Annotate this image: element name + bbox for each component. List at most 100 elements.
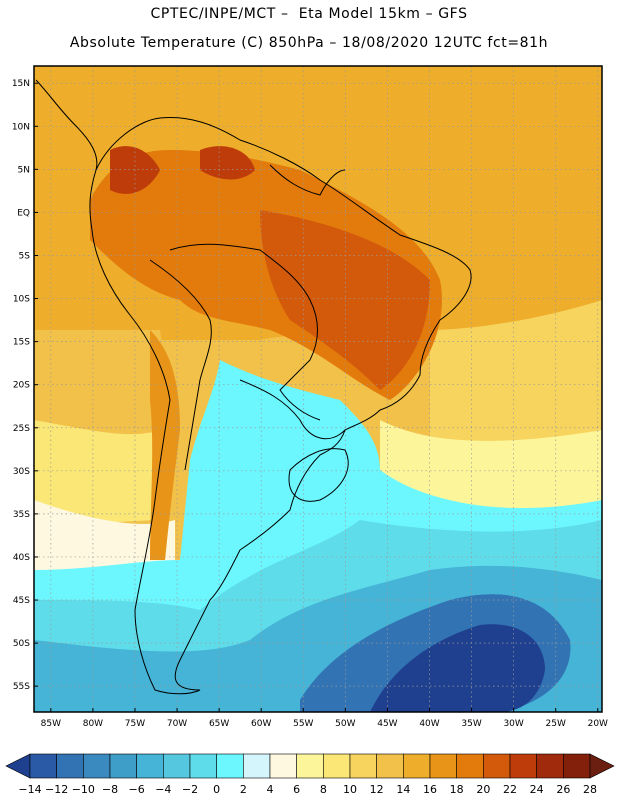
colorbar-swatch xyxy=(509,753,537,779)
field-pacific-pale xyxy=(34,420,165,523)
colorbar-swatch xyxy=(403,753,431,779)
colorbar-swatch xyxy=(83,753,111,779)
colorbar-labels: −14 −12 −10 −8 −6 −4 −2 0 2 4 6 8 10 12 14 16 18 20 22 24 26… xyxy=(18,783,597,796)
colorbar-swatch xyxy=(56,753,84,779)
map-subtitle: Absolute Temperature (C) 850hPa – 18/08/… xyxy=(69,35,549,51)
colorbar-label: 20 xyxy=(476,783,490,796)
colorbar-label: 12 xyxy=(370,783,384,796)
colorbar-label: 8 xyxy=(320,783,327,796)
colorbar-label: 2 xyxy=(240,783,247,796)
border-brazil xyxy=(169,243,321,421)
colorbar-swatch xyxy=(483,753,511,779)
longitude-label: 35W xyxy=(461,719,481,729)
longitude-label: 45W xyxy=(377,719,397,729)
colorbar-label: −4 xyxy=(155,783,171,796)
field-venezuela-peak xyxy=(200,146,255,180)
longitude-label: 65W xyxy=(209,719,229,729)
map-title: CPTEC/INPE/MCT – Eta Model 15km – GFS xyxy=(150,6,468,22)
colorbar-swatch xyxy=(429,753,457,779)
colorbar-swatches xyxy=(5,753,615,779)
latitude-label: 50S xyxy=(13,639,30,649)
latitude-label: 45S xyxy=(13,596,30,606)
colorbar-swatch xyxy=(216,753,244,779)
central-america-outline xyxy=(35,79,98,171)
longitude-labels: 85W 80W 75W 70W 65W 60W 55W 50W 45W 40W 35W 30W 25W 2… xyxy=(41,719,608,729)
colorbar-swatch xyxy=(29,753,57,779)
latitude-label: 5S xyxy=(19,251,31,261)
latitude-label: 40S xyxy=(13,553,30,563)
temperature-map: 15N 10N 5N EQ 5S 10S 15S 20S 25S 30S 35S 40S 45S 50S 5… xyxy=(12,65,608,729)
field-atlantic-yellow xyxy=(430,300,602,449)
field-andes-ridge xyxy=(150,330,180,560)
latitude-label: 5N xyxy=(18,165,30,175)
colorbar-swatch xyxy=(163,753,191,779)
colorbar-label: −10 xyxy=(72,783,95,796)
field-pacific-white xyxy=(34,500,175,570)
latitude-label: 30S xyxy=(13,467,30,477)
colorbar-label: −2 xyxy=(182,783,198,796)
colorbar-label: 22 xyxy=(503,783,517,796)
colorbar-label: −8 xyxy=(102,783,118,796)
field-atlantic-pale xyxy=(380,420,602,515)
map-frame xyxy=(33,65,603,713)
colorbar-swatch xyxy=(323,753,351,779)
colorbar-label: 4 xyxy=(267,783,274,796)
latitude-label: 20S xyxy=(13,381,30,391)
colorbar-label: −12 xyxy=(45,783,68,796)
latitude-label: 10N xyxy=(12,122,30,132)
axis-ticks xyxy=(34,82,599,712)
field-cold-core xyxy=(370,624,545,712)
coastlines xyxy=(35,79,472,695)
latitude-labels: 15N 10N 5N EQ 5S 10S 15S 20S 25S 30S 35S 40S 45S 50S 5… xyxy=(12,79,30,692)
longitude-label: 40W xyxy=(419,719,439,729)
longitude-label: 75W xyxy=(125,719,145,729)
border-paraguay xyxy=(239,379,346,440)
longitude-label: 60W xyxy=(251,719,271,729)
south-america-outline xyxy=(89,116,472,695)
colorbar-label: 26 xyxy=(556,783,570,796)
colorbar-min-arrow xyxy=(5,753,31,779)
latitude-label: 35S xyxy=(13,510,30,520)
latitude-label: 10S xyxy=(13,295,30,305)
colorbar-label: 0 xyxy=(213,783,220,796)
longitude-label: 25W xyxy=(546,719,566,729)
colorbar-swatch xyxy=(536,753,564,779)
longitude-label: 30W xyxy=(503,719,523,729)
colorbar-label: 14 xyxy=(396,783,410,796)
colorbar-max-arrow xyxy=(589,753,615,779)
colorbar-label: 16 xyxy=(423,783,437,796)
border-uruguay xyxy=(288,448,349,502)
longitude-label: 70W xyxy=(167,719,187,729)
colorbar-label: 18 xyxy=(450,783,464,796)
border-guianas xyxy=(269,164,346,196)
colorbar-swatch xyxy=(296,753,324,779)
colorbar-label: 24 xyxy=(530,783,544,796)
longitude-label: 85W xyxy=(41,719,61,729)
colorbar-swatch xyxy=(109,753,137,779)
longitude-label: 50W xyxy=(335,719,355,729)
colorbar-label: −14 xyxy=(18,783,41,796)
temperature-field xyxy=(34,66,602,712)
longitude-label: 20W xyxy=(588,719,608,729)
colorbar-swatch xyxy=(563,753,591,779)
latitude-label: 55S xyxy=(13,682,30,692)
latitude-label: 25S xyxy=(13,424,30,434)
colorbar-swatch xyxy=(376,753,404,779)
longitude-label: 55W xyxy=(293,719,313,729)
colorbar-swatch xyxy=(189,753,217,779)
latitude-label: 15N xyxy=(12,79,30,89)
colorbar-label: 28 xyxy=(583,783,597,796)
graticule xyxy=(34,66,602,712)
colorbar-label: 6 xyxy=(293,783,300,796)
colorbar-swatch xyxy=(243,753,271,779)
longitude-label: 80W xyxy=(83,719,103,729)
border-andes xyxy=(149,259,212,471)
colorbar-swatch xyxy=(269,753,297,779)
colorbar-swatch xyxy=(349,753,377,779)
colorbar: −14 −12 −10 −8 −6 −4 −2 0 2 4 6 8 10 12 14 16 18 20 22 24 26… xyxy=(5,753,615,796)
latitude-label: EQ xyxy=(17,208,30,218)
colorbar-label: −6 xyxy=(129,783,145,796)
colorbar-swatch xyxy=(136,753,164,779)
colorbar-swatch xyxy=(456,753,484,779)
latitude-label: 15S xyxy=(13,338,30,348)
